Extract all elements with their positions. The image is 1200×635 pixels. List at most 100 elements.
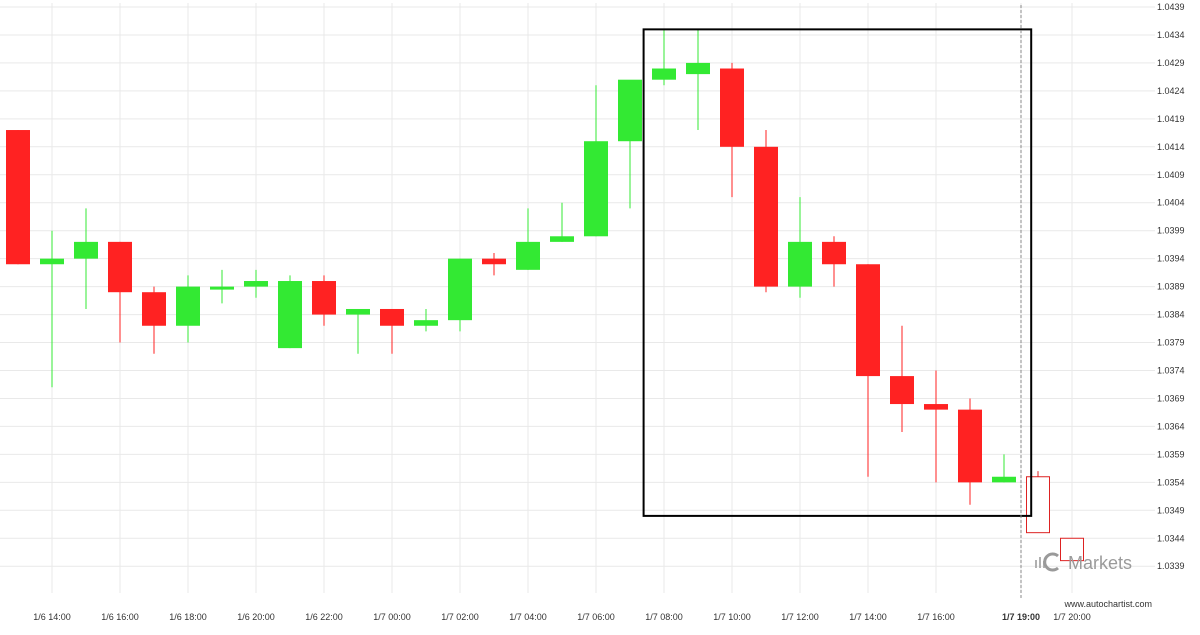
candle bbox=[992, 454, 1016, 483]
y-tick-label: 1.0354 bbox=[1157, 477, 1185, 487]
candle bbox=[720, 62, 744, 198]
candle-body bbox=[414, 320, 438, 326]
candle-body bbox=[754, 146, 778, 287]
candle-body bbox=[176, 286, 200, 326]
candle-body bbox=[516, 241, 540, 270]
x-tick-label: 1/6 16:00 bbox=[101, 612, 139, 622]
candle-body bbox=[618, 79, 642, 142]
candle-body bbox=[244, 281, 268, 287]
candle-body bbox=[720, 68, 744, 147]
x-tick-label: 1/7 19:00 bbox=[1002, 612, 1040, 622]
x-tick-label: 1/6 22:00 bbox=[305, 612, 343, 622]
y-tick-label: 1.0399 bbox=[1157, 226, 1185, 236]
candle bbox=[618, 79, 642, 209]
y-tick-label: 1.0394 bbox=[1157, 254, 1185, 264]
x-tick-label: 1/7 14:00 bbox=[849, 612, 887, 622]
candle bbox=[278, 275, 302, 349]
candle bbox=[6, 130, 30, 265]
candle-body bbox=[40, 258, 64, 265]
candle bbox=[142, 286, 166, 354]
candle-body bbox=[652, 68, 676, 80]
watermark-site: www.autochartist.com bbox=[1063, 599, 1152, 609]
candle bbox=[346, 308, 370, 354]
candle bbox=[74, 208, 98, 309]
candle bbox=[1060, 537, 1084, 562]
grid-lines bbox=[0, 3, 1155, 593]
candle bbox=[652, 29, 676, 86]
candle bbox=[754, 130, 778, 293]
candle bbox=[380, 308, 404, 354]
y-tick-label: 1.0379 bbox=[1157, 338, 1185, 348]
candle-body bbox=[822, 241, 846, 265]
candle bbox=[788, 197, 812, 298]
x-axis-ticks: 1/6 14:00 1/6 16:00 1/6 18:00 1/6 20:00 1/6 … bbox=[33, 612, 1091, 622]
watermark-brand: Markets bbox=[1068, 553, 1132, 573]
candle-body bbox=[584, 141, 608, 237]
candle-body bbox=[312, 281, 336, 315]
watermark-logo-icon bbox=[1035, 552, 1059, 572]
candle bbox=[1026, 471, 1050, 534]
candle bbox=[822, 236, 846, 287]
candle-body bbox=[1026, 476, 1050, 534]
candle bbox=[312, 275, 336, 326]
pattern-highlight-box bbox=[642, 28, 1033, 517]
candle-body bbox=[1060, 537, 1084, 562]
candle bbox=[958, 398, 982, 505]
x-tick-label: 1/7 02:00 bbox=[441, 612, 479, 622]
candle-body bbox=[482, 258, 506, 265]
x-tick-label: 1/7 00:00 bbox=[373, 612, 411, 622]
candle-body bbox=[958, 409, 982, 483]
candle-body bbox=[686, 62, 710, 75]
y-tick-label: 1.0424 bbox=[1157, 86, 1185, 96]
candle bbox=[584, 85, 608, 237]
candle-body bbox=[142, 292, 166, 326]
candle-body bbox=[856, 264, 880, 377]
x-tick-label: 1/7 06:00 bbox=[577, 612, 615, 622]
candle-body bbox=[890, 376, 914, 405]
candle-body bbox=[992, 476, 1016, 483]
candle bbox=[516, 208, 540, 270]
y-tick-label: 1.0414 bbox=[1157, 142, 1185, 152]
x-tick-label: 1/6 20:00 bbox=[237, 612, 275, 622]
x-tick-label: 1/6 14:00 bbox=[33, 612, 71, 622]
candle-body bbox=[448, 258, 472, 321]
candle-body bbox=[108, 241, 132, 293]
y-tick-label: 1.0409 bbox=[1157, 170, 1185, 180]
y-tick-label: 1.0384 bbox=[1157, 310, 1185, 320]
y-tick-label: 1.0364 bbox=[1157, 421, 1185, 431]
candle-body bbox=[346, 308, 370, 315]
candle-body bbox=[924, 404, 948, 410]
y-tick-label: 1.0404 bbox=[1157, 198, 1185, 208]
candle-body bbox=[788, 241, 812, 287]
x-tick-label: 1/7 12:00 bbox=[781, 612, 819, 622]
y-tick-label: 1.0429 bbox=[1157, 58, 1185, 68]
watermark: Markets www.autochartist.com bbox=[1035, 552, 1152, 609]
x-tick-label: 1/7 08:00 bbox=[645, 612, 683, 622]
y-tick-label: 1.0389 bbox=[1157, 282, 1185, 292]
x-tick-label: 1/7 04:00 bbox=[509, 612, 547, 622]
candle bbox=[550, 202, 574, 242]
y-tick-label: 1.0359 bbox=[1157, 449, 1185, 459]
y-tick-label: 1.0419 bbox=[1157, 114, 1185, 124]
candle bbox=[448, 258, 472, 332]
x-tick-label: 1/7 16:00 bbox=[917, 612, 955, 622]
candle bbox=[856, 264, 880, 477]
overlays bbox=[642, 5, 1033, 600]
candle bbox=[482, 253, 506, 276]
candle-body bbox=[210, 286, 234, 290]
candle bbox=[176, 275, 200, 343]
x-tick-label: 1/7 10:00 bbox=[713, 612, 751, 622]
candle bbox=[924, 370, 948, 483]
candle bbox=[40, 230, 64, 388]
y-tick-label: 1.0339 bbox=[1157, 561, 1185, 571]
candle-body bbox=[74, 241, 98, 259]
candles bbox=[6, 29, 1084, 562]
candle-body bbox=[6, 130, 30, 265]
candle bbox=[890, 325, 914, 433]
candle bbox=[414, 308, 438, 332]
candle bbox=[244, 269, 268, 298]
x-tick-label: 1/7 20:00 bbox=[1053, 612, 1091, 622]
candle bbox=[686, 29, 710, 131]
